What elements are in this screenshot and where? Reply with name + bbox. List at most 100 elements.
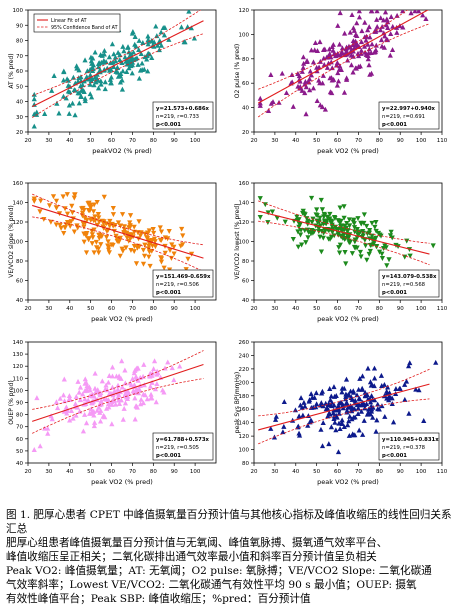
data-point [283,90,290,96]
data-point [362,243,369,249]
data-point [108,74,114,80]
data-point [72,112,78,118]
data-point [97,52,104,58]
data-point [51,73,57,78]
data-point [133,261,140,267]
data-point [108,60,114,66]
x-tick-label: 90 [171,469,178,475]
data-point [378,233,384,239]
data-point [91,250,97,256]
data-point [72,87,78,93]
y-tick-label: 130 [13,352,24,358]
data-point [273,413,279,419]
data-point [352,397,358,403]
data-point [160,25,166,31]
data-point [327,216,333,222]
data-point [138,396,144,402]
data-point [347,239,353,245]
data-point [325,54,331,60]
data-point [81,224,87,230]
data-point [373,42,379,48]
data-point [296,73,302,79]
data-point [385,384,391,390]
data-point [337,242,343,248]
data-point [75,378,81,384]
x-tick-label: 100 [190,469,201,475]
data-point [299,68,305,74]
data-point [42,111,48,116]
caption-line: 有效性峰值平台；Peak SBP: 峰值收缩压；%pred：百分预计值 [6,593,311,605]
data-point [110,223,116,229]
data-point [53,198,60,204]
data-point [339,421,345,427]
data-point [372,224,378,230]
data-point [300,208,306,214]
data-point [154,42,161,48]
data-point [307,68,313,74]
data-point [48,413,54,419]
data-point [179,226,185,232]
x-axis-label: peak VO2 (% pred) [91,315,153,323]
data-point [73,394,79,399]
data-point [79,206,85,212]
data-point [78,87,85,93]
x-tick-label: 70 [355,306,362,312]
data-point [289,79,295,85]
data-point [55,405,61,411]
stats-line: p<0.001 [382,290,407,296]
data-point [41,216,47,222]
data-point [305,235,311,241]
x-tick-label: 80 [150,138,157,144]
data-point [161,32,168,38]
data-point [374,23,380,29]
stats-line: n=219, r=0.691 [382,114,425,120]
legend-fit-label: Linear Fit of AT [51,18,87,24]
data-point [361,43,368,49]
y-tick-label: 20 [242,130,249,136]
stats-line: y=143.079-0.538x [382,274,437,280]
data-point [326,441,332,447]
data-point [84,230,90,236]
y-tick-label: 140 [13,201,24,207]
data-point [81,239,87,245]
data-point [135,230,141,236]
data-point [89,399,95,405]
data-point [72,401,79,407]
data-point [132,395,138,401]
data-point [325,402,331,408]
data-point [379,256,386,261]
data-point [115,386,121,392]
y-tick-label: 40 [242,106,249,112]
data-point [136,219,142,225]
x-tick-label: 100 [416,138,427,144]
data-point [374,417,380,423]
data-point [129,70,135,76]
data-point [101,47,108,53]
data-point [31,447,37,452]
data-point [71,229,77,235]
x-tick-label: 50 [87,306,94,312]
data-point [131,224,137,230]
stats-line: n=219, r=0.733 [156,114,199,120]
data-point [98,59,104,65]
y-axis-label: AT (% pred) [8,53,15,88]
data-point [34,109,40,115]
data-point [78,93,84,99]
data-point [331,416,337,422]
data-point [67,89,73,95]
data-point [66,102,72,108]
y-tick-label: 70 [16,425,23,431]
data-point [296,432,303,438]
figure-description: 肥厚心组患者峰值摄氧量百分预计值与无氧阈、峰值氧脉搏、摄氧通气效率平台、 峰值收… [6,536,454,606]
data-point [132,367,138,373]
y-tick-label: 100 [239,240,250,246]
data-point [37,443,43,449]
data-point [372,375,378,381]
data-point [62,225,68,231]
data-point [335,52,341,58]
data-point [416,10,422,14]
data-point [354,33,360,39]
data-point [90,235,96,241]
stats-line: n=219, r=0.568 [382,282,426,288]
data-point [135,377,141,383]
